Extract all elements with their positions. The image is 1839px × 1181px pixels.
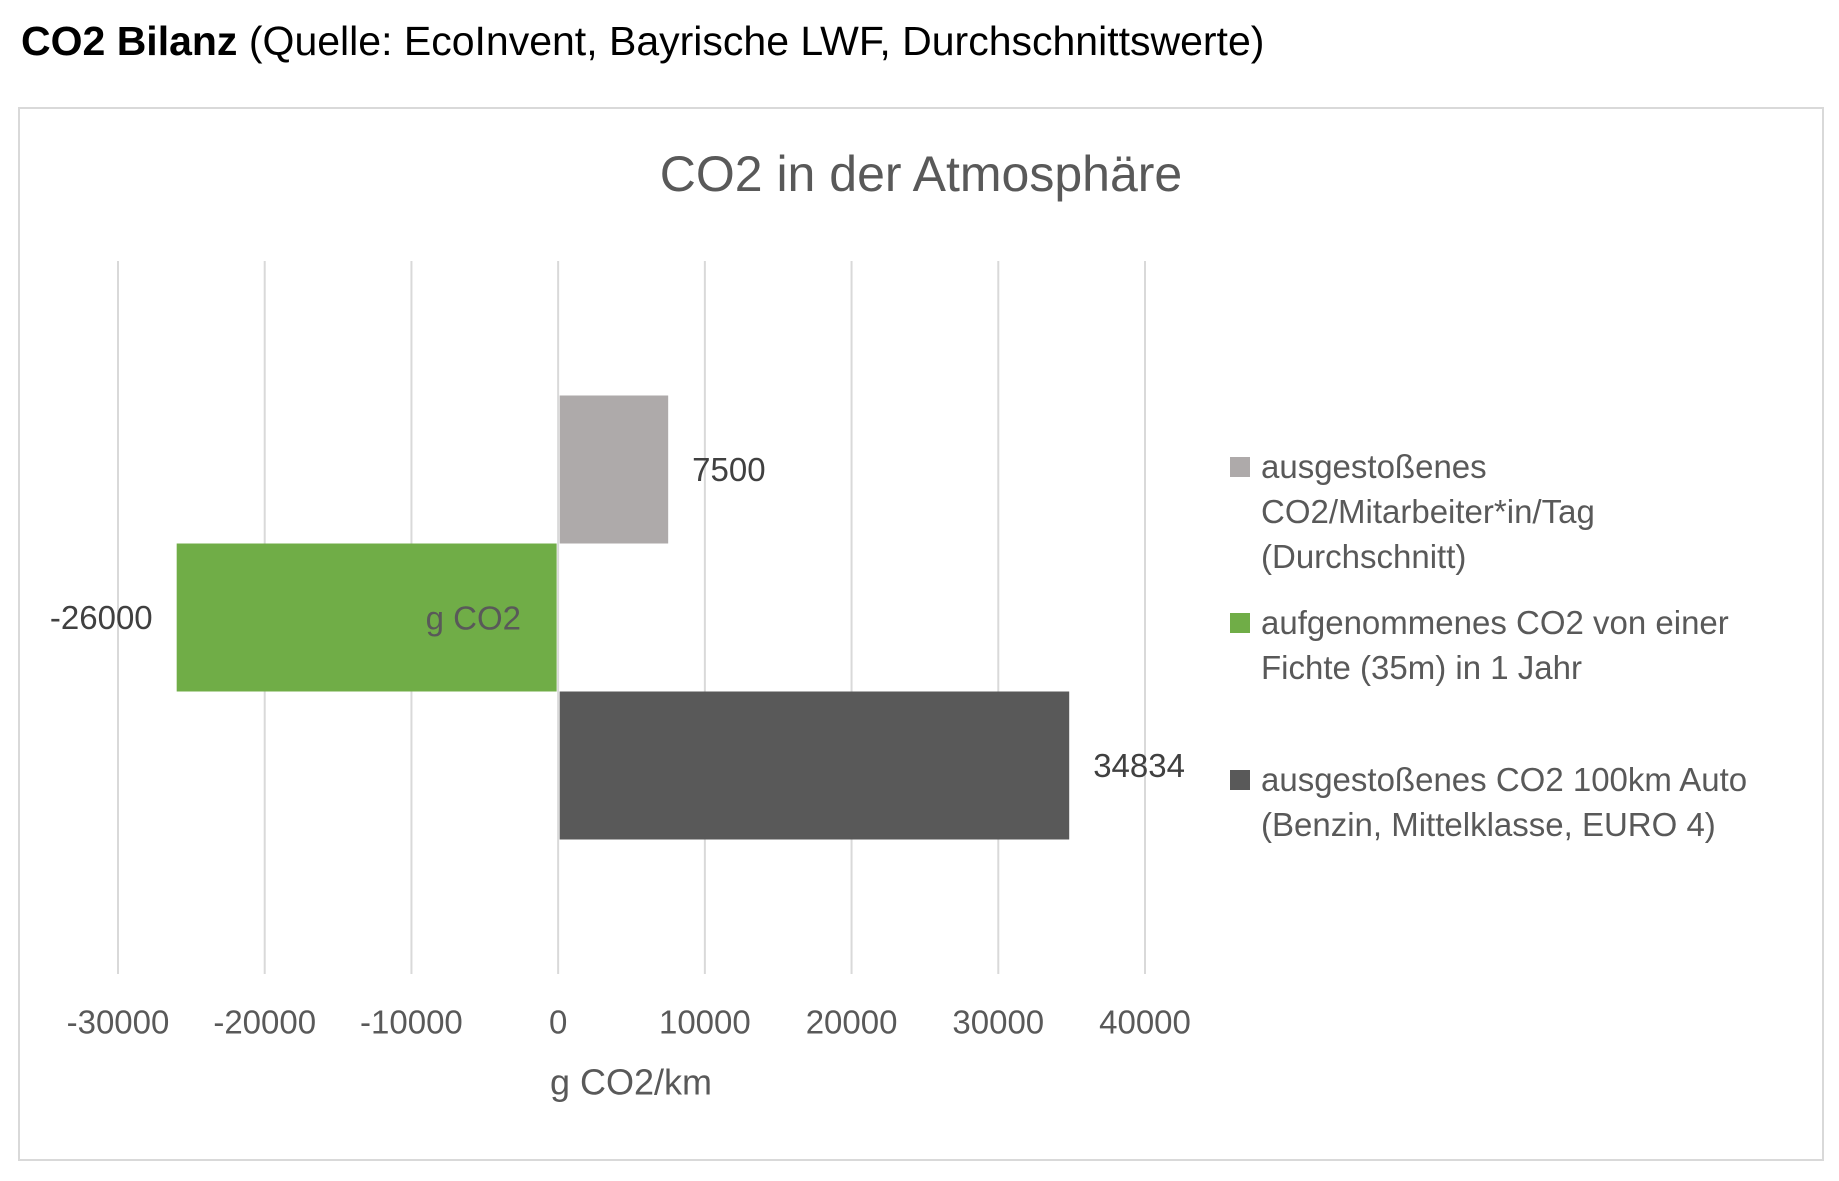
x-tick-label: -10000 bbox=[360, 1004, 463, 1041]
data-label-series-3: 34834 bbox=[1093, 747, 1185, 784]
bars bbox=[176, 395, 1070, 840]
x-tick-label: 20000 bbox=[806, 1004, 898, 1041]
x-tick-label: 30000 bbox=[952, 1004, 1044, 1041]
chart-title: CO2 in der Atmosphäre bbox=[660, 146, 1183, 202]
x-tick-label: -20000 bbox=[213, 1004, 316, 1041]
page-header: CO2 Bilanz (Quelle: EcoInvent, Bayrische … bbox=[21, 17, 1264, 65]
data-label-series-1: 7500 bbox=[692, 451, 765, 488]
category-label: g CO2 bbox=[426, 600, 521, 637]
page-source-note: (Quelle: EcoInvent, Bayrische LWF, Durch… bbox=[248, 18, 1265, 64]
legend-label: ausgestoßenes CO2 100km Auto (Benzin, Mi… bbox=[1261, 761, 1748, 843]
bar-series-2 bbox=[176, 543, 557, 692]
x-axis-title: g CO2/km bbox=[550, 1062, 712, 1103]
x-tick-labels: -30000 -20000 -10000 0 10000 20000 30000 40000 bbox=[67, 1004, 1191, 1041]
legend-swatch bbox=[1230, 770, 1250, 790]
x-tick-label: 40000 bbox=[1099, 1004, 1191, 1041]
page-title: CO2 Bilanz bbox=[21, 18, 238, 64]
legend-swatch bbox=[1230, 613, 1250, 633]
bar-series-1 bbox=[559, 395, 669, 544]
legend-label: ausgestoßenes CO2/Mitarbeiter*in/Tag (Du… bbox=[1261, 448, 1595, 575]
data-labels: 7500 -26000 34834 bbox=[50, 451, 1185, 784]
legend-swatch bbox=[1230, 457, 1250, 477]
x-tick-label: 10000 bbox=[659, 1004, 751, 1041]
legend-label: aufgenommenes CO2 von einer Fichte (35m)… bbox=[1261, 604, 1729, 686]
x-tick-label: -30000 bbox=[67, 1004, 170, 1041]
legend-item-employee: ausgestoßenes CO2/Mitarbeiter*in/Tag (Du… bbox=[1230, 444, 1775, 584]
legend-item-spruce: aufgenommenes CO2 von einer Fichte (35m)… bbox=[1230, 600, 1775, 740]
data-label-series-2: -26000 bbox=[50, 599, 153, 636]
legend-item-car: ausgestoßenes CO2 100km Auto (Benzin, Mi… bbox=[1230, 757, 1775, 897]
bar-series-3 bbox=[559, 691, 1070, 840]
x-tick-label: 0 bbox=[549, 1004, 567, 1041]
